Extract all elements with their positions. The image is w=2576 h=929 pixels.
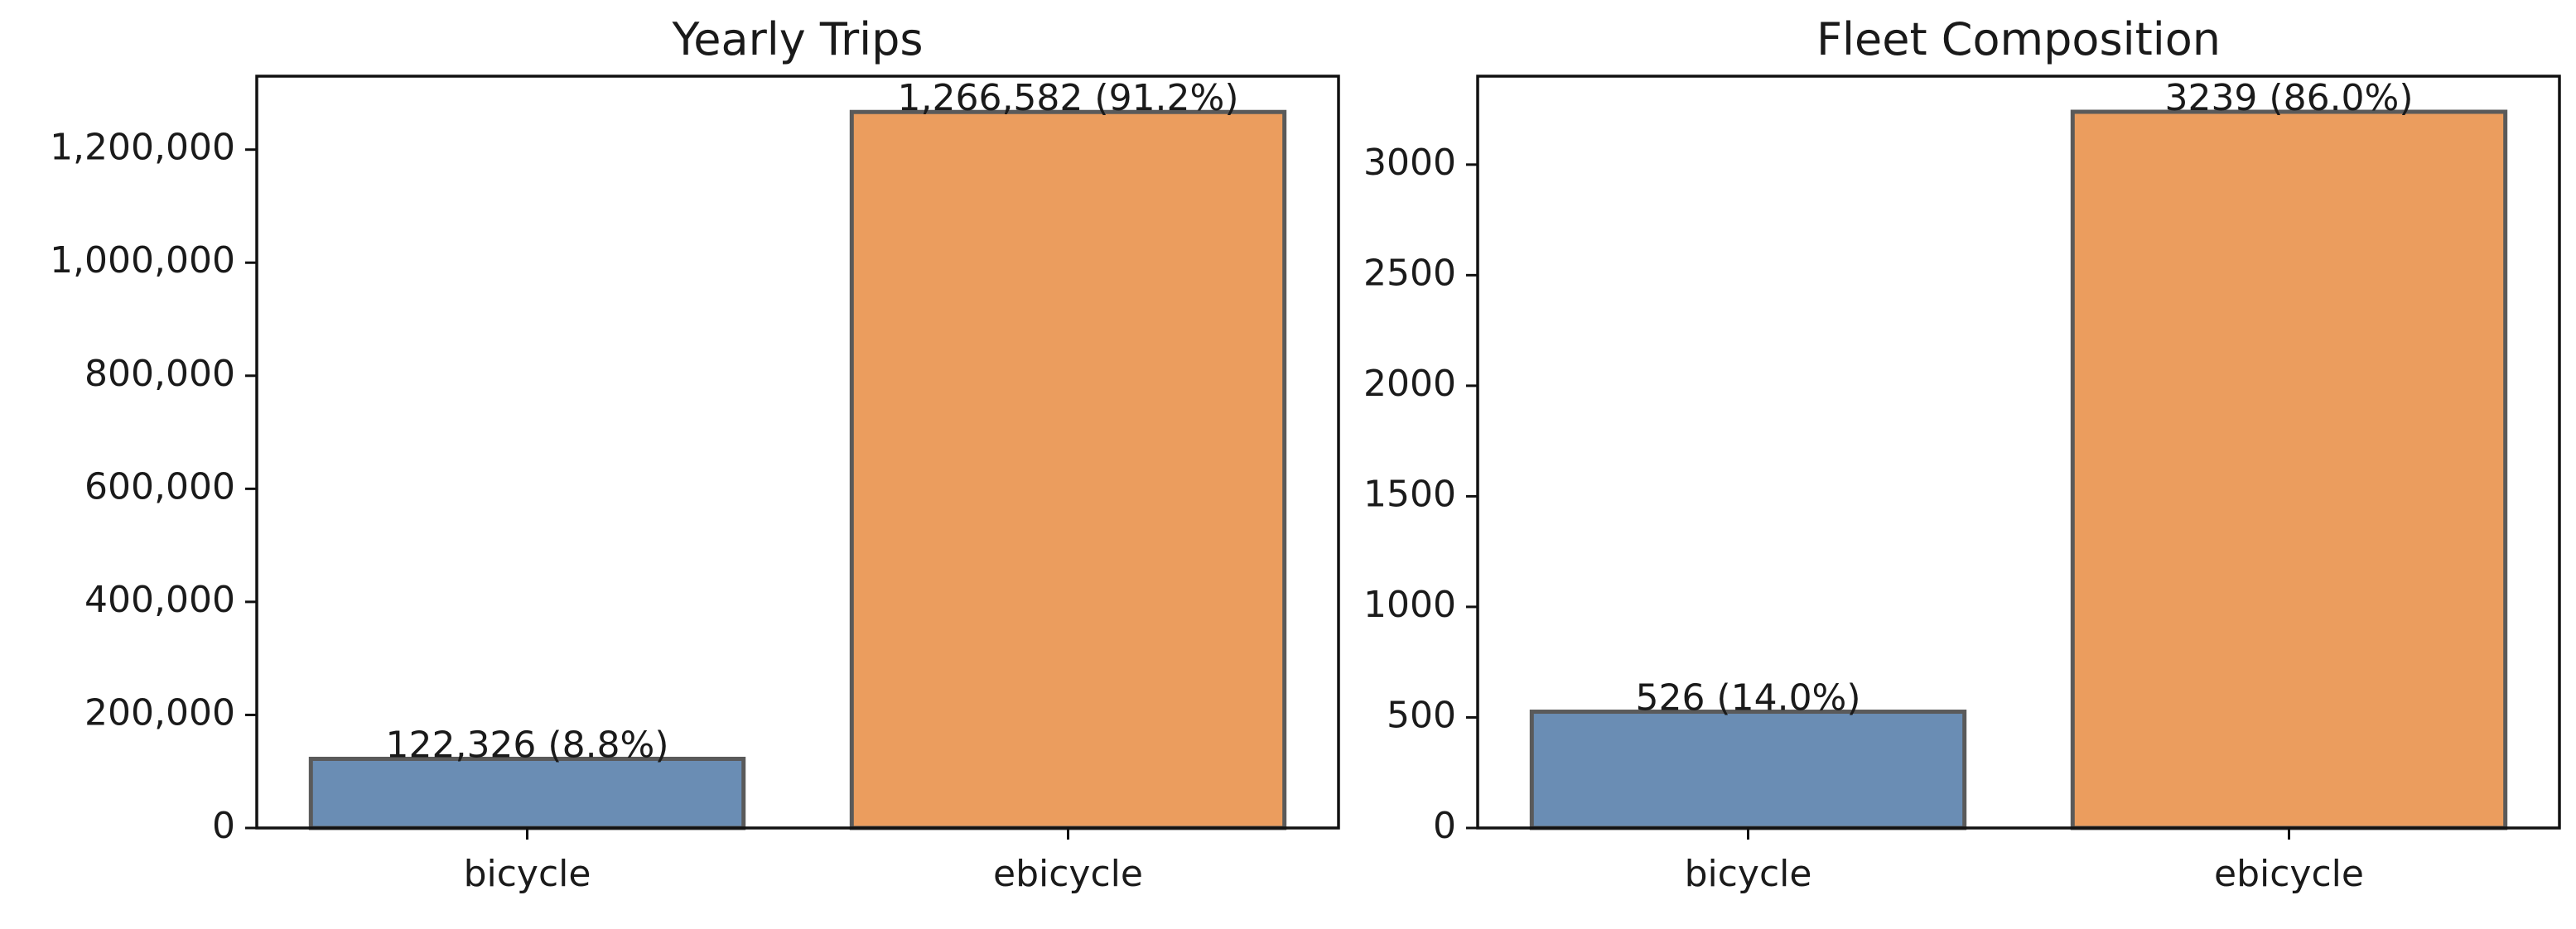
- plot-frame: [255, 75, 1340, 830]
- y-tick-label: 0: [212, 805, 235, 847]
- data-label-ebicycle: 3239 (86.0%): [2164, 77, 2413, 119]
- y-tick-label: 1,000,000: [50, 239, 235, 282]
- chart-title: Fleet Composition: [1816, 13, 2221, 65]
- y-tick-label: 600,000: [84, 465, 235, 508]
- y-tick-label: 2000: [1363, 363, 1456, 405]
- y-tick-label: 1500: [1363, 473, 1456, 515]
- y-tick-label: 1000: [1363, 584, 1456, 626]
- y-tick-label: 2500: [1363, 252, 1456, 294]
- x-tick-label-ebicycle: ebicycle: [993, 853, 1143, 895]
- y-tick-label: 0: [1433, 805, 1456, 847]
- data-label-bicycle: 122,326 (8.8%): [385, 724, 668, 766]
- bar-bicycle: [308, 756, 746, 830]
- y-tick-label: 800,000: [84, 353, 235, 395]
- y-tick-label: 500: [1387, 694, 1456, 736]
- x-tick-label-bicycle: bicycle: [464, 853, 591, 895]
- bar-bicycle: [1529, 710, 1967, 830]
- bar-ebicycle: [2070, 109, 2508, 830]
- y-tick-label: 400,000: [84, 579, 235, 621]
- chart-fleet-composition: Fleet Composition 526 (14.0%) 3239 (86.0%)…: [1363, 13, 2561, 895]
- data-label-bicycle: 526 (14.0%): [1635, 677, 1860, 720]
- bar-ebicycle: [849, 109, 1287, 830]
- x-tick-label-bicycle: bicycle: [1685, 853, 1812, 895]
- chart-yearly-trips: Yearly Trips 122,326 (8.8%) 1,266,582 (91.…: [50, 13, 1340, 895]
- plot-frame: [1476, 75, 2561, 830]
- y-tick-label: 1,200,000: [50, 127, 235, 169]
- chart-title: Yearly Trips: [671, 13, 923, 65]
- data-label-ebicycle: 1,266,582 (91.2%): [897, 77, 1238, 119]
- y-tick-label: 200,000: [84, 691, 235, 734]
- x-tick-label-ebicycle: ebicycle: [2214, 853, 2364, 895]
- y-tick-label: 3000: [1363, 142, 1456, 184]
